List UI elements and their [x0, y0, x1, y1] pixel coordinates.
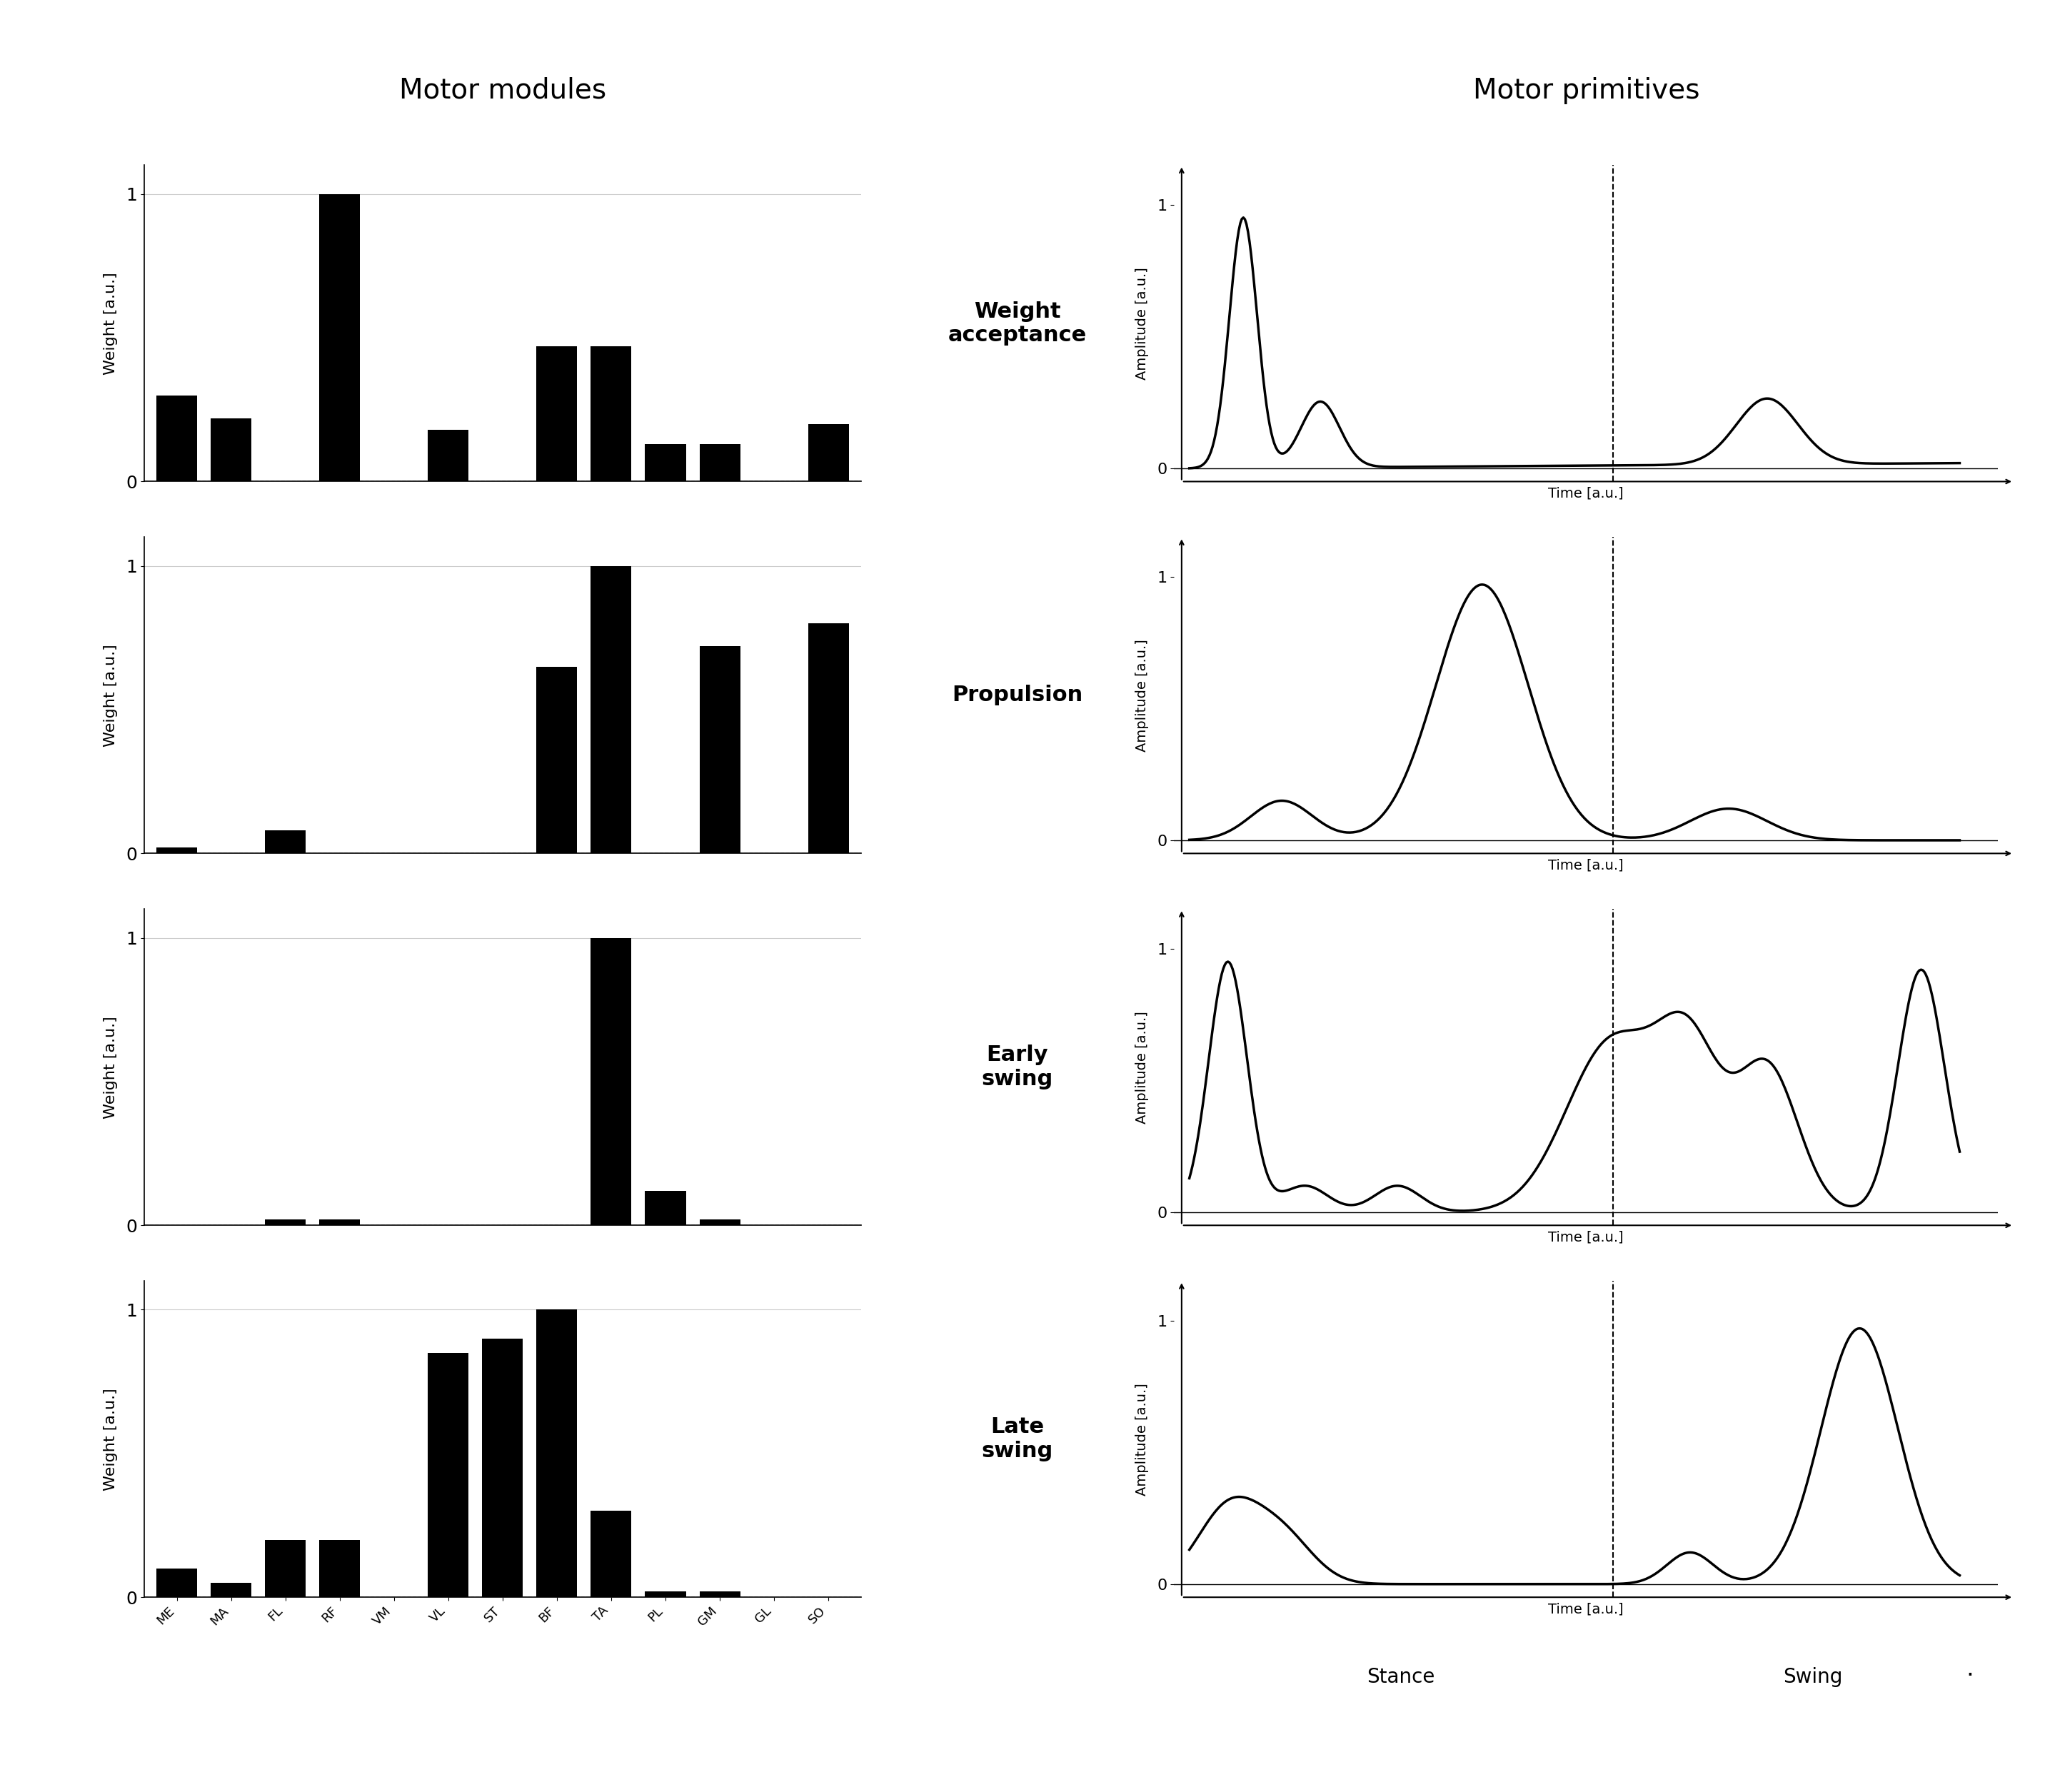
Bar [319, 1539, 360, 1597]
Bar [700, 1220, 740, 1226]
Bar [591, 566, 632, 853]
Bar [428, 430, 468, 482]
Bar [700, 1591, 740, 1597]
Text: .: . [1965, 1658, 1973, 1681]
Y-axis label: Amplitude [a.u.]: Amplitude [a.u.] [1135, 267, 1149, 380]
X-axis label: Time [a.u.]: Time [a.u.] [1549, 486, 1623, 500]
X-axis label: Time [a.u.]: Time [a.u.] [1549, 1231, 1623, 1244]
Bar [157, 396, 198, 482]
Y-axis label: Weight [a.u.]: Weight [a.u.] [103, 272, 117, 375]
Y-axis label: Weight [a.u.]: Weight [a.u.] [103, 1016, 117, 1118]
Bar [808, 425, 849, 482]
Y-axis label: Weight [a.u.]: Weight [a.u.] [103, 1387, 117, 1491]
Bar [319, 1220, 360, 1226]
Bar [157, 1568, 198, 1597]
Bar [591, 1511, 632, 1597]
Bar [319, 194, 360, 482]
Y-axis label: Amplitude [a.u.]: Amplitude [a.u.] [1135, 640, 1149, 751]
Y-axis label: Amplitude [a.u.]: Amplitude [a.u.] [1135, 1011, 1149, 1124]
Bar [266, 1539, 305, 1597]
Text: Motor primitives: Motor primitives [1473, 77, 1700, 104]
Y-axis label: Amplitude [a.u.]: Amplitude [a.u.] [1135, 1383, 1149, 1495]
Bar [157, 848, 198, 853]
Bar [536, 667, 577, 853]
Text: Stance: Stance [1366, 1667, 1434, 1686]
Bar [266, 1220, 305, 1226]
Text: Motor modules: Motor modules [400, 77, 606, 104]
Bar [808, 624, 849, 853]
Bar [210, 1582, 251, 1597]
X-axis label: Time [a.u.]: Time [a.u.] [1549, 858, 1623, 873]
Bar [700, 647, 740, 853]
Bar [536, 346, 577, 482]
Y-axis label: Weight [a.u.]: Weight [a.u.] [103, 643, 117, 747]
X-axis label: Time [a.u.]: Time [a.u.] [1549, 1602, 1623, 1616]
Text: Propulsion: Propulsion [952, 685, 1084, 706]
Bar [591, 937, 632, 1226]
Bar [700, 444, 740, 482]
Bar [591, 346, 632, 482]
Bar [645, 444, 686, 482]
Bar [428, 1353, 468, 1597]
Text: Weight
acceptance: Weight acceptance [948, 301, 1088, 346]
Text: Swing: Swing [1784, 1667, 1842, 1686]
Bar [536, 1310, 577, 1597]
Bar [645, 1192, 686, 1226]
Text: Early
swing: Early swing [983, 1045, 1053, 1090]
Bar [266, 830, 305, 853]
Text: Late
swing: Late swing [983, 1417, 1053, 1462]
Bar [210, 418, 251, 482]
Bar [645, 1591, 686, 1597]
Bar [482, 1339, 523, 1597]
